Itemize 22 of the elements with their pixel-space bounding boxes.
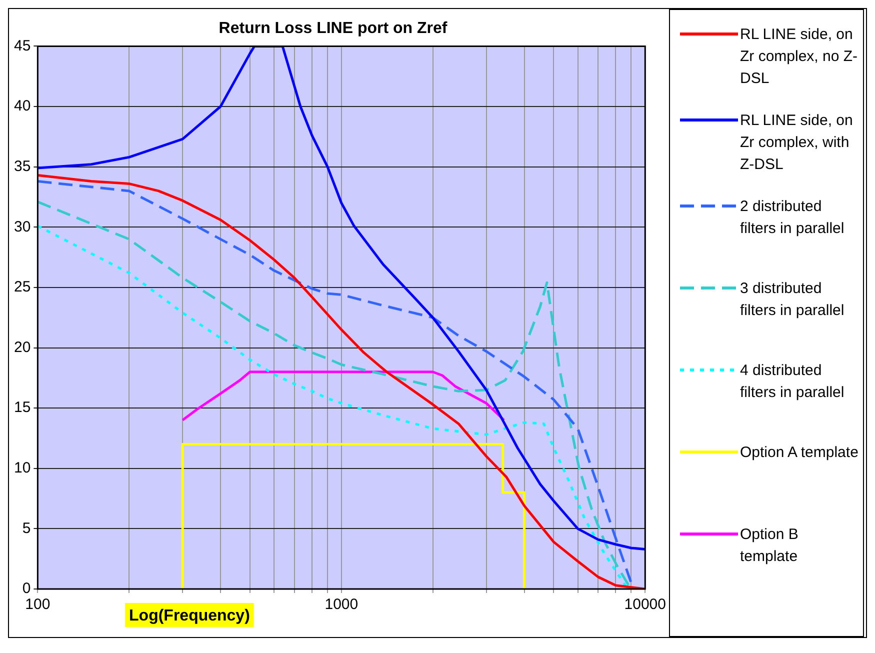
legend-label: RL LINE side, on Zr complex, with Z-DSL bbox=[740, 111, 854, 175]
y-tick-label: 5 bbox=[22, 520, 31, 537]
legend-label: 2 distributed filters in parallel bbox=[740, 197, 846, 239]
y-tick-label: 0 bbox=[22, 580, 31, 598]
y-tick-label: 35 bbox=[14, 158, 31, 175]
y-tick-label: 30 bbox=[14, 218, 31, 236]
x-tick-label: 100 bbox=[25, 596, 50, 614]
x-tick-label: 1000 bbox=[324, 596, 358, 614]
y-tick-label: 45 bbox=[14, 37, 31, 54]
legend-label: Option A template bbox=[740, 443, 858, 463]
y-tick-label: 15 bbox=[14, 399, 31, 416]
y-tick-label: 10 bbox=[14, 460, 31, 477]
x-tick-label: 10000 bbox=[624, 596, 666, 614]
y-tick-label: 20 bbox=[14, 338, 31, 356]
legend-label: Option B template bbox=[740, 525, 800, 567]
legend-label: 3 distributed filters in parallel bbox=[740, 279, 846, 321]
legend-label: RL LINE side, on Zr complex, no Z-DSL bbox=[740, 25, 859, 89]
legend-label: 4 distributed filters in parallel bbox=[740, 361, 846, 403]
y-tick-label: 40 bbox=[14, 98, 31, 115]
chart-title: Return Loss LINE port on Zref bbox=[218, 20, 448, 38]
y-tick-label: 25 bbox=[14, 278, 31, 296]
x-axis-title: Log(Frequency) bbox=[129, 607, 250, 624]
